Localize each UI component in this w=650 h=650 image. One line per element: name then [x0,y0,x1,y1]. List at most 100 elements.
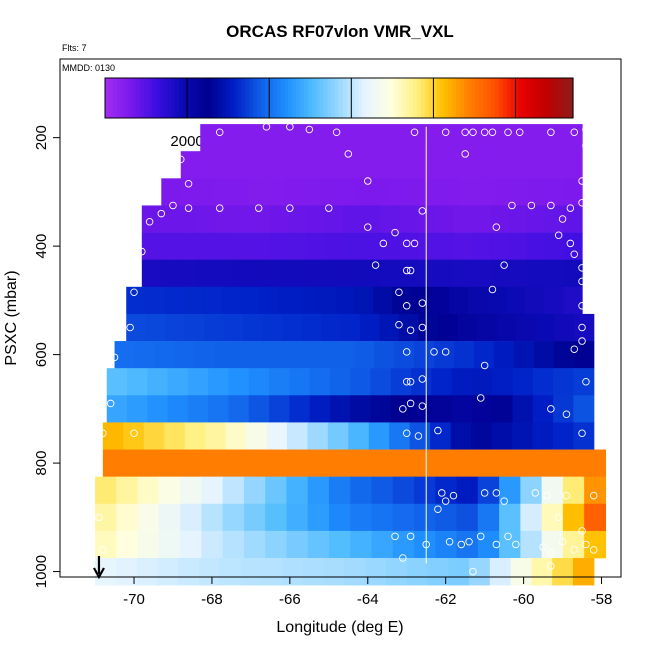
heatmap-cell [180,151,199,179]
heatmap-cell [584,503,607,532]
colorbar-step [510,78,516,118]
colorbar-step [397,78,402,118]
colorbar-step [565,78,570,118]
sample-point [441,348,450,356]
colorbar-step [183,78,188,118]
heatmap-cell [147,395,169,423]
heatmap-cell [102,449,125,477]
heatmap-cell [343,232,363,260]
heatmap-cell [270,232,290,260]
heatmap-cell [380,205,400,233]
colorbar-step [381,78,387,118]
heatmap-cell [418,313,439,342]
heatmap-cell [390,395,412,423]
sample-point [402,302,411,310]
heatmap-cell [392,476,415,505]
heatmap-cell [180,503,202,532]
heatmap-cell [531,151,550,179]
heatmap-cell [375,449,397,477]
heatmap-cell [286,530,309,559]
heatmap-cell [165,313,186,342]
heatmap-cell [158,530,181,559]
colorbar-step [358,78,363,118]
colorbar-step [459,78,465,118]
colorbar-step [253,78,258,118]
heatmap-cell [184,313,205,342]
sample-point [332,128,341,136]
heatmap-cell [511,178,531,206]
colorbar-step [307,78,313,118]
heatmap-cell [361,232,381,260]
heatmap-cell [325,259,345,288]
colorbar-step [280,78,285,118]
heatmap-cell [270,449,292,477]
heatmap-cell [553,368,575,396]
heatmap-cell [286,503,309,532]
heatmap-cell [435,476,458,505]
heatmap-cell [265,503,288,532]
heatmap-cell [453,259,473,288]
heatmap-cell [165,449,188,477]
colorbar-step [163,78,168,118]
heatmap-cell [563,449,586,477]
heatmap-cell [219,558,242,586]
heatmap-cell [473,341,495,369]
colorbar-step [366,78,371,118]
heatmap-cell [496,313,517,342]
colorbar-step [249,78,254,118]
heatmap-cell [215,205,235,233]
heatmap-cell [391,124,408,152]
heatmap-cell [164,286,184,315]
heatmap-cell [510,558,532,586]
sample-point [399,554,407,562]
heatmap-cell [370,395,392,423]
colorbar-step [471,78,477,118]
sample-point [578,527,586,535]
sample-point [441,128,450,136]
heatmap-cell [316,286,336,315]
sample-point [254,204,263,212]
heatmap-cell [471,259,491,288]
heatmap-cell [204,313,225,342]
heatmap-cell [350,395,372,423]
heatmap-cell [392,530,415,559]
colorbar-step [128,78,133,118]
heatmap-cell [164,422,186,450]
sample-point [391,228,399,237]
heatmap-cell [548,151,566,179]
heatmap-cell [545,205,565,233]
heatmap-cell [116,476,139,505]
heatmap-cell [240,286,260,315]
heatmap-cell [279,124,297,152]
heatmap-cell [95,530,117,559]
sample-point [480,128,489,136]
colorbar-step [147,78,153,118]
colorbar-step [444,78,449,118]
heatmap-cell [573,341,595,369]
heatmap-cell [269,368,290,396]
sample-point [184,180,193,188]
heatmap-cell [525,286,545,315]
heatmap-cell [186,449,209,477]
heatmap-cell [451,395,473,423]
heatmap-cell [438,124,456,152]
heatmap-cell [521,449,544,477]
heatmap-cell [584,530,607,559]
heatmap-cell [532,395,554,423]
colorbar-step [233,78,239,118]
colorbar-step [225,78,231,118]
sample-point [578,177,586,185]
heatmap-cell [270,259,290,288]
heatmap-cell [333,449,355,477]
heatmap-cell [265,476,288,505]
sample-point [570,128,579,136]
colorbar-step [495,78,500,118]
heatmap-cell [380,232,400,260]
sample-point [434,426,442,435]
heatmap-cell [137,503,160,532]
heatmap-cell [381,151,399,179]
heatmap-cell [127,395,148,423]
heatmap-cell [307,503,330,532]
sample-point [395,321,403,329]
heatmap-cell [314,151,332,179]
